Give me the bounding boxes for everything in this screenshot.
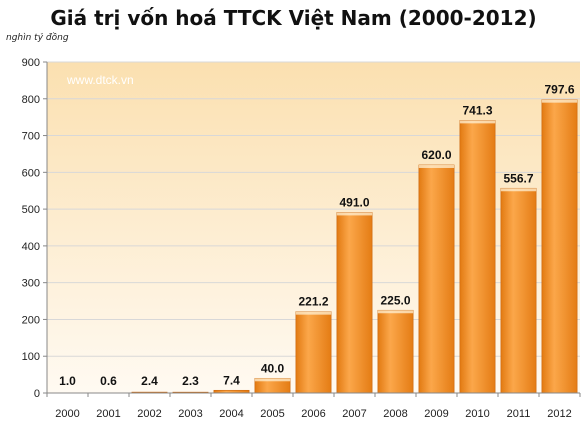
y-tick-label: 900 bbox=[22, 57, 40, 69]
data-label: 40.0 bbox=[261, 361, 285, 375]
bar-top-highlight bbox=[254, 378, 291, 382]
data-label: 1.0 bbox=[59, 374, 76, 388]
bar-top-highlight bbox=[500, 188, 537, 192]
data-label: 221.2 bbox=[298, 295, 328, 309]
x-tick-label: 2009 bbox=[424, 408, 448, 420]
watermark: www.dtck.vn bbox=[66, 73, 134, 87]
data-label: 556.7 bbox=[503, 171, 533, 185]
bar-top-highlight bbox=[295, 311, 332, 315]
data-label: 225.0 bbox=[380, 293, 410, 307]
bar bbox=[377, 309, 414, 394]
data-label: 741.3 bbox=[462, 103, 492, 117]
bar-top-highlight bbox=[377, 310, 414, 314]
data-label: 2.4 bbox=[141, 374, 158, 388]
y-tick-label: 400 bbox=[22, 241, 40, 253]
y-tick-label: 700 bbox=[22, 131, 40, 143]
y-tick-label: 0 bbox=[34, 388, 40, 400]
data-label: 0.6 bbox=[100, 374, 117, 388]
data-label: 491.0 bbox=[339, 195, 369, 209]
x-tick-label: 2000 bbox=[55, 408, 79, 420]
bar bbox=[541, 99, 578, 394]
bar bbox=[336, 212, 373, 394]
x-tick-label: 2011 bbox=[507, 408, 531, 420]
x-tick-label: 2010 bbox=[465, 408, 489, 420]
data-label: 2.3 bbox=[182, 374, 199, 388]
bar-top-highlight bbox=[418, 164, 455, 168]
data-label: 797.6 bbox=[544, 83, 574, 97]
x-tick-label: 2006 bbox=[301, 408, 325, 420]
x-tick-label: 2001 bbox=[96, 408, 120, 420]
x-tick-label: 2012 bbox=[547, 408, 571, 420]
y-tick-label: 100 bbox=[22, 351, 40, 363]
y-axis-unit-label: nghìn tỷ đồng bbox=[6, 33, 69, 43]
bar bbox=[500, 187, 537, 394]
x-tick-label: 2004 bbox=[219, 408, 243, 420]
bar bbox=[418, 164, 455, 394]
chart-title: Giá trị vốn hoá TTCK Việt Nam (2000-2012… bbox=[50, 6, 537, 30]
bar-top-highlight bbox=[459, 120, 496, 124]
x-tick-label: 2008 bbox=[383, 408, 407, 420]
bar-top-highlight bbox=[336, 212, 373, 216]
x-tick-label: 2002 bbox=[137, 408, 161, 420]
y-tick-label: 500 bbox=[22, 204, 40, 216]
bar bbox=[459, 120, 496, 394]
x-tick-label: 2003 bbox=[178, 408, 202, 420]
data-label: 620.0 bbox=[421, 148, 451, 162]
y-tick-label: 200 bbox=[22, 314, 40, 326]
x-tick-label: 2007 bbox=[342, 408, 366, 420]
y-tick-label: 600 bbox=[22, 167, 40, 179]
data-label: 7.4 bbox=[223, 373, 240, 387]
y-tick-label: 800 bbox=[22, 94, 40, 106]
bar-top-highlight bbox=[541, 99, 578, 103]
x-tick-label: 2005 bbox=[260, 408, 284, 420]
bar bbox=[295, 311, 332, 394]
y-tick-label: 300 bbox=[22, 278, 40, 290]
